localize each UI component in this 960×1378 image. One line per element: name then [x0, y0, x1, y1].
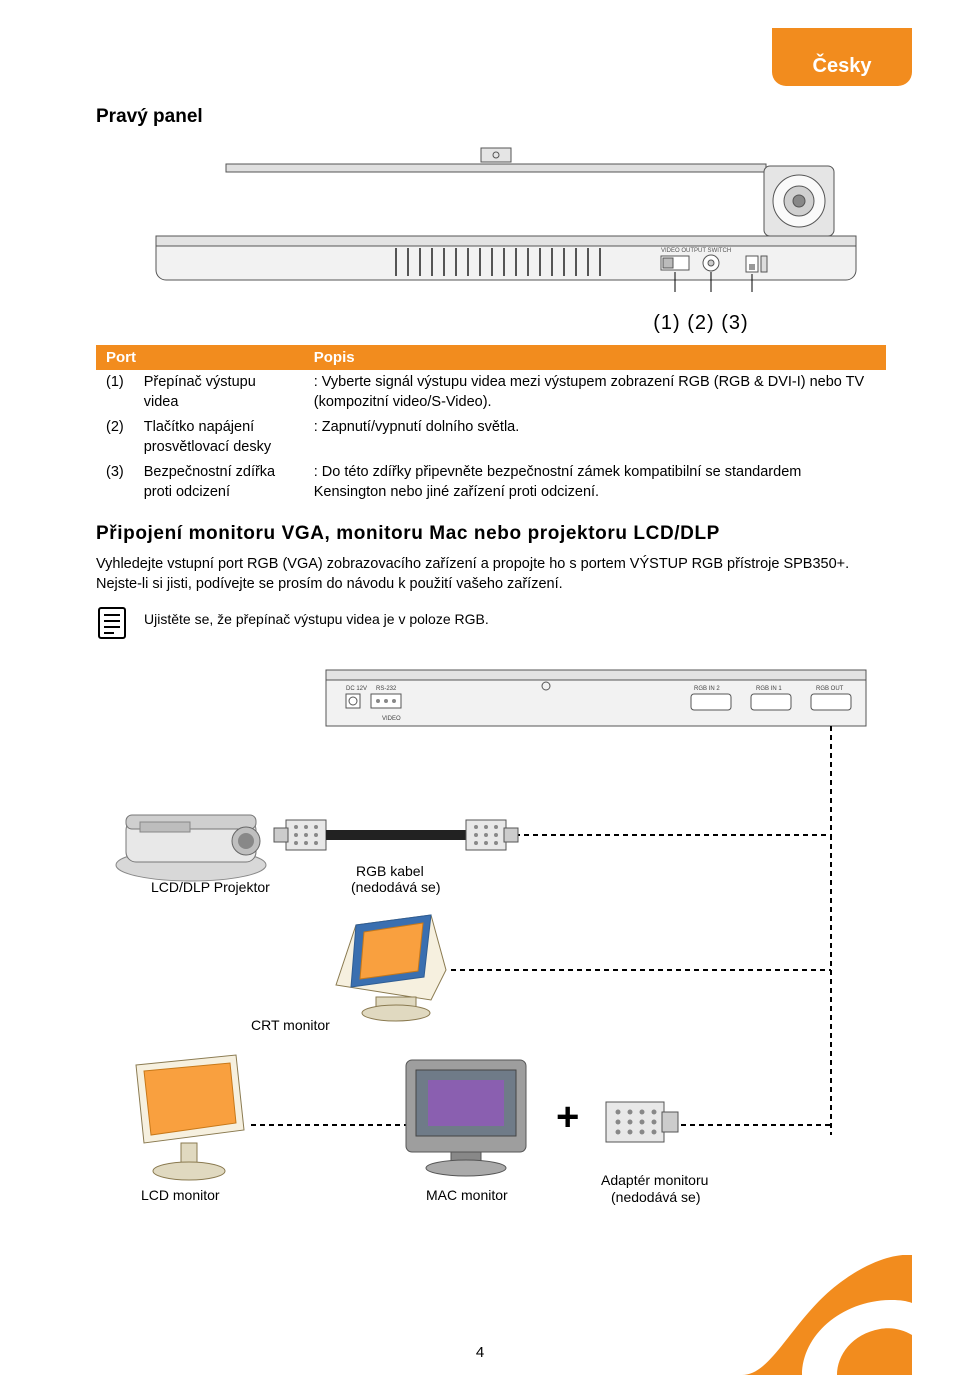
svg-text:(nedodává se): (nedodává se) — [351, 879, 441, 895]
row-desc: : Do této zdířky připevněte bezpečnostní… — [304, 460, 886, 505]
section-title: Pravý panel — [96, 106, 886, 128]
row-desc: : Zapnutí/vypnutí dolního světla. — [304, 415, 886, 460]
row-desc: : Vyberte signál výstupu videa mezi výst… — [304, 370, 886, 415]
page-content: Pravý panel — [96, 106, 886, 1243]
svg-text:MAC monitor: MAC monitor — [426, 1187, 508, 1203]
panel-svg: VIDEO OUTPUT SWITCH — [96, 142, 886, 302]
svg-text:RGB IN 1: RGB IN 1 — [756, 686, 782, 692]
row-port: Tlačítko napájení prosvětlovací desky — [134, 415, 304, 460]
callout-numbers: (1) (2) (3) — [96, 312, 886, 335]
svg-text:VIDEO: VIDEO — [382, 716, 401, 722]
svg-text:CRT monitor: CRT monitor — [251, 1017, 330, 1033]
note-row: Ujistěte se, že přepínač výstupu videa j… — [96, 605, 886, 644]
svg-text:+: + — [556, 1095, 579, 1139]
row-port: Bezpečnostní zdířka proti odcizení — [134, 460, 304, 505]
th-port: Port — [96, 345, 304, 370]
note-icon — [96, 605, 130, 644]
sub-heading: Připojení monitoru VGA, monitoru Mac neb… — [96, 523, 886, 545]
table-row: (3) Bezpečnostní zdířka proti odcizení :… — [96, 460, 886, 505]
panel-diagram: VIDEO OUTPUT SWITCH — [96, 142, 886, 302]
svg-text:LCD/DLP Projektor: LCD/DLP Projektor — [151, 879, 270, 895]
table-row: (2) Tlačítko napájení prosvětlovací desk… — [96, 415, 886, 460]
svg-text:LCD monitor: LCD monitor — [141, 1187, 220, 1203]
row-num: (2) — [96, 415, 134, 460]
svg-text:VIDEO OUTPUT SWITCH: VIDEO OUTPUT SWITCH — [661, 248, 731, 254]
connection-svg: DC 12V RS-232 VIDEO RGB IN 2 RGB IN 1 RG… — [96, 660, 886, 1240]
corner-decoration — [742, 1255, 912, 1375]
row-port: Přepínač výstupu videa — [134, 370, 304, 415]
row-num: (1) — [96, 370, 134, 415]
svg-text:RGB OUT: RGB OUT — [816, 686, 844, 692]
language-tab-label: Česky — [813, 55, 872, 78]
connection-diagram: DC 12V RS-232 VIDEO RGB IN 2 RGB IN 1 RG… — [96, 660, 886, 1243]
port-table: Port Popis (1) Přepínač výstupu videa : … — [96, 345, 886, 505]
svg-text:RGB kabel: RGB kabel — [356, 863, 424, 879]
note-text: Ujistěte se, že přepínač výstupu videa j… — [144, 605, 489, 627]
table-row: (1) Přepínač výstupu videa : Vyberte sig… — [96, 370, 886, 415]
svg-text:RS-232: RS-232 — [376, 686, 397, 692]
svg-text:RGB IN 2: RGB IN 2 — [694, 686, 720, 692]
language-tab: Česky — [772, 28, 912, 86]
body-paragraph: Vyhledejte vstupní port RGB (VGA) zobraz… — [96, 555, 886, 594]
svg-text:DC 12V: DC 12V — [346, 686, 367, 692]
svg-text:Adaptér monitoru: Adaptér monitoru — [601, 1172, 708, 1188]
row-num: (3) — [96, 460, 134, 505]
th-popis: Popis — [304, 345, 886, 370]
svg-text:(nedodává se): (nedodává se) — [611, 1189, 701, 1205]
